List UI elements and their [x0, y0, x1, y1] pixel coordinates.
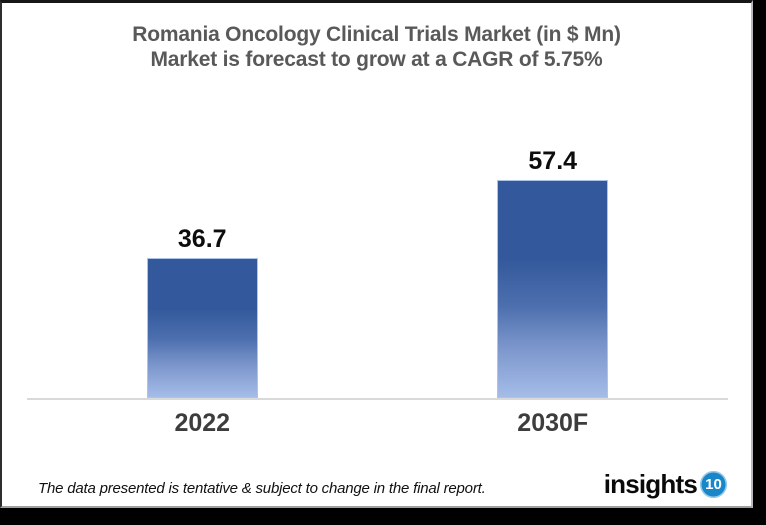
value-label-2022: 36.7 [177, 225, 227, 253]
slide: Romania Oncology Clinical Trials Market … [0, 0, 753, 508]
category-label-2030F: 2030F [517, 409, 589, 437]
bar-2022 [146, 258, 258, 398]
chart-title-line1: Romania Oncology Clinical Trials Market … [132, 23, 621, 46]
chart-title-line2: Market is forecast to grow at a CAGR of … [150, 48, 603, 71]
plot-area: 36.7 2022 57.4 2030F [2, 3, 751, 506]
logo-text: insights [603, 469, 698, 499]
insights10-logo: insights 10 [604, 469, 727, 500]
logo-badge: 10 [700, 471, 727, 498]
footnote: The data presented is tentative & subjec… [38, 480, 486, 497]
bar-2030F [497, 180, 609, 398]
category-label-2022: 2022 [174, 409, 231, 437]
value-label-2030F: 57.4 [528, 147, 578, 175]
chart-title: Romania Oncology Clinical Trials Market … [2, 22, 751, 72]
x-axis-line [27, 398, 728, 400]
